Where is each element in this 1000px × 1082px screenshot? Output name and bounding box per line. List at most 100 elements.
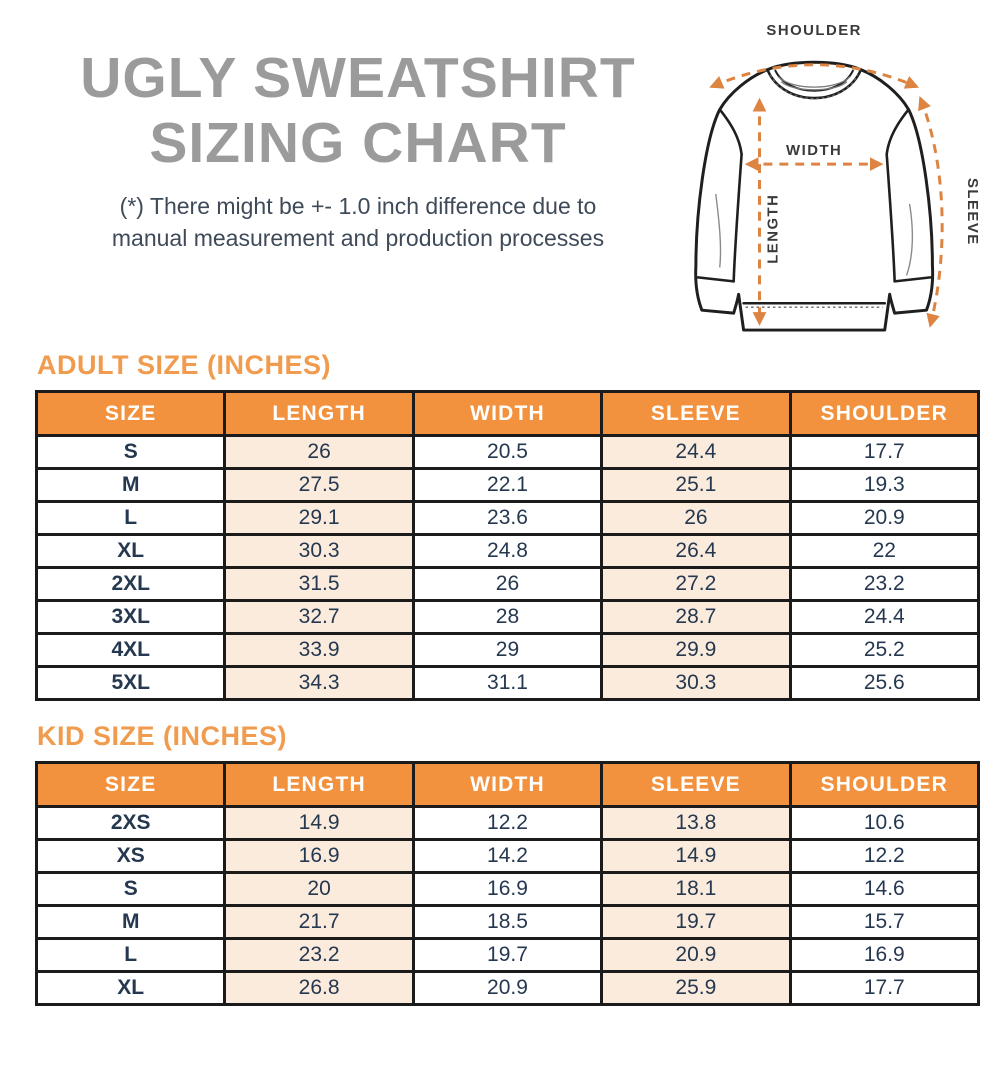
size-cell: 4XL — [34, 632, 227, 668]
shoulder-cell: 15.7 — [788, 904, 981, 940]
length-cell: 27.5 — [223, 467, 415, 503]
table-row: XS 16.9 14.2 14.9 12.2 — [34, 838, 981, 874]
size-cell: XL — [34, 533, 227, 569]
length-cell: 21.7 — [223, 904, 415, 940]
sleeve-cell: 25.1 — [600, 467, 792, 503]
header-row: SIZE LENGTH WIDTH SLEEVE SHOULDER — [34, 761, 981, 808]
sleeve-cell: 14.9 — [600, 838, 792, 874]
length-cell: 32.7 — [223, 599, 415, 635]
sweatshirt-body-outline — [694, 60, 935, 332]
kid-table-body: 2XS 14.9 12.2 13.8 10.6 XS 16.9 14.2 14.… — [34, 805, 981, 1006]
length-cell: 30.3 — [223, 533, 415, 569]
length-cell: 26 — [223, 434, 415, 470]
left-cuff-seam — [696, 276, 735, 283]
width-cell: 22.1 — [411, 467, 604, 503]
length-cell: 14.9 — [223, 805, 415, 841]
col-header-width: WIDTH — [411, 761, 604, 808]
size-cell: M — [34, 904, 227, 940]
table-row: L 29.1 23.6 26 20.9 — [34, 500, 981, 536]
right-armhole-seam — [885, 108, 910, 156]
adult-size-section: ADULT SIZE (INCHES) SIZE LENGTH WIDTH SL… — [34, 350, 981, 701]
sweatshirt-line-art-icon: SHOULDER WIDTH LENGTH SLEEVE — [694, 23, 980, 332]
col-header-size: SIZE — [34, 761, 227, 808]
sleeve-cell: 13.8 — [600, 805, 792, 841]
table-row: XL 30.3 24.8 26.4 22 — [34, 533, 981, 569]
sleeve-cell: 19.7 — [600, 904, 792, 940]
adult-size-table: SIZE LENGTH WIDTH SLEEVE SHOULDER S 26 2… — [34, 390, 981, 701]
length-cell: 26.8 — [223, 970, 415, 1006]
length-cell: 34.3 — [223, 665, 415, 701]
shoulder-cell: 17.7 — [788, 434, 981, 470]
table-row: XL 26.8 20.9 25.9 17.7 — [34, 970, 981, 1006]
sleeve-cell: 30.3 — [600, 665, 792, 701]
width-cell: 29 — [411, 632, 604, 668]
table-row: M 21.7 18.5 19.7 15.7 — [34, 904, 981, 940]
size-cell: M — [34, 467, 227, 503]
title-block: UGLY SWEATSHIRT SIZING CHART (*) There m… — [28, 46, 688, 254]
width-label: WIDTH — [786, 143, 842, 159]
size-cell: XS — [34, 838, 227, 874]
width-cell: 26 — [411, 566, 604, 602]
length-label: LENGTH — [765, 194, 781, 264]
col-header-shoulder: SHOULDER — [788, 761, 981, 808]
size-cell: L — [34, 500, 227, 536]
width-cell: 16.9 — [411, 871, 604, 907]
size-cell: S — [34, 871, 227, 907]
table-row: M 27.5 22.1 25.1 19.3 — [34, 467, 981, 503]
width-cell: 31.1 — [411, 665, 604, 701]
table-row: 3XL 32.7 28 28.7 24.4 — [34, 599, 981, 635]
width-cell: 28 — [411, 599, 604, 635]
sleeve-cell: 28.7 — [600, 599, 792, 635]
shoulder-cell: 23.2 — [788, 566, 981, 602]
tolerance-note-line-1: (*) There might be +- 1.0 inch differenc… — [119, 192, 597, 219]
right-sleeve-inner-edge — [885, 152, 896, 283]
col-header-length: LENGTH — [223, 761, 415, 808]
shoulder-cell: 16.9 — [788, 937, 981, 973]
length-cell: 23.2 — [223, 937, 415, 973]
sleeve-cell: 25.9 — [600, 970, 792, 1006]
size-cell: XL — [34, 970, 227, 1006]
col-header-sleeve: SLEEVE — [600, 761, 792, 808]
header-row: SIZE LENGTH WIDTH SLEEVE SHOULDER — [34, 390, 981, 437]
tolerance-note-line-2: manual measurement and production proces… — [111, 225, 605, 252]
length-cell: 31.5 — [223, 566, 415, 602]
table-row: 2XL 31.5 26 27.2 23.2 — [34, 566, 981, 602]
col-header-size: SIZE — [34, 390, 227, 437]
tolerance-note: (*) There might be +- 1.0 inch differenc… — [28, 190, 688, 254]
table-row: L 23.2 19.7 20.9 16.9 — [34, 937, 981, 973]
width-cell: 20.5 — [411, 434, 604, 470]
left-armhole-seam — [718, 108, 743, 156]
shoulder-label: SHOULDER — [766, 23, 861, 39]
table-row: 5XL 34.3 31.1 30.3 25.6 — [34, 665, 981, 701]
left-sleeve-inner-edge — [732, 152, 743, 283]
shoulder-cell: 25.2 — [788, 632, 981, 668]
size-cell: L — [34, 937, 227, 973]
size-cell: 5XL — [34, 665, 227, 701]
adult-table-header: SIZE LENGTH WIDTH SLEEVE SHOULDER — [34, 390, 981, 437]
shoulder-cell: 12.2 — [788, 838, 981, 874]
page-title-line-1: UGLY SWEATSHIRT — [80, 46, 636, 110]
adult-section-heading: ADULT SIZE (INCHES) — [37, 350, 331, 380]
length-cell: 16.9 — [223, 838, 415, 874]
sleeve-label: SLEEVE — [964, 178, 980, 246]
width-cell: 23.6 — [411, 500, 604, 536]
shoulder-cell: 25.6 — [788, 665, 981, 701]
width-cell: 12.2 — [411, 805, 604, 841]
sleeve-cell: 18.1 — [600, 871, 792, 907]
kid-table-header: SIZE LENGTH WIDTH SLEEVE SHOULDER — [34, 761, 981, 808]
header-area: UGLY SWEATSHIRT SIZING CHART (*) There m… — [0, 0, 1000, 350]
sleeve-cell: 24.4 — [600, 434, 792, 470]
table-row: 2XS 14.9 12.2 13.8 10.6 — [34, 805, 981, 841]
col-header-length: LENGTH — [223, 390, 415, 437]
width-cell: 24.8 — [411, 533, 604, 569]
right-sleeve-fold — [905, 203, 914, 276]
length-cell: 29.1 — [223, 500, 415, 536]
size-cell: 3XL — [34, 599, 227, 635]
col-header-width: WIDTH — [411, 390, 604, 437]
shoulder-cell: 24.4 — [788, 599, 981, 635]
length-cell: 33.9 — [223, 632, 415, 668]
kid-size-table: SIZE LENGTH WIDTH SLEEVE SHOULDER 2XS 14… — [34, 761, 981, 1006]
col-header-sleeve: SLEEVE — [600, 390, 792, 437]
table-row: S 20 16.9 18.1 14.6 — [34, 871, 981, 907]
length-cell: 20 — [223, 871, 415, 907]
